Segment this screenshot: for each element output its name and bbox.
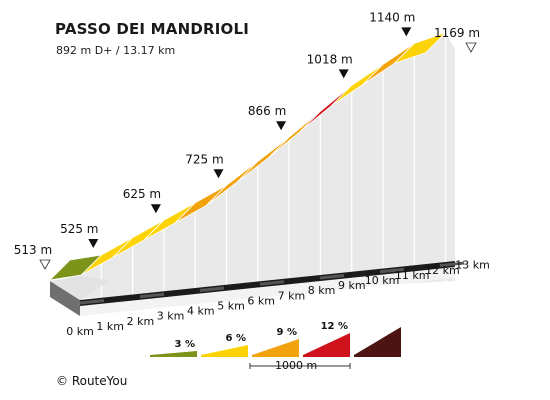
elevation-marker — [39, 259, 51, 270]
profile-rail-segment — [439, 261, 465, 268]
x-tick-label: 6 km — [247, 294, 275, 307]
profile-segment-12 — [394, 32, 446, 64]
legend-label: 12 % — [321, 321, 348, 332]
elevation-marker-label: 513 m — [14, 243, 52, 257]
profile-rail-segment — [199, 286, 225, 293]
legend-scale-label: 1000 m — [275, 359, 317, 372]
chart-title: PASSO DEI MANDRIOLI — [55, 20, 249, 38]
legend-swatch — [201, 345, 248, 357]
x-tick-label: 2 km — [127, 315, 155, 328]
profile-start-cap — [50, 281, 80, 316]
profile-rail-segment — [259, 280, 285, 286]
elevation-marker-label: 1018 m — [307, 52, 353, 66]
legend-swatch — [354, 327, 401, 357]
legend-swatch — [150, 351, 197, 357]
elevation-marker-label: 725 m — [185, 152, 223, 166]
legend-swatch — [252, 339, 299, 357]
x-tick-label: 8 km — [308, 284, 336, 297]
x-tick-label: 11 km — [395, 269, 430, 282]
routeyou-credit: © RouteYou — [56, 374, 128, 388]
elevation-marker-label: 1140 m — [369, 10, 415, 24]
x-tick-label: 1 km — [96, 320, 124, 333]
profile-rail-segment — [79, 299, 105, 305]
elevation-marker — [465, 42, 477, 53]
elevation-marker — [276, 121, 287, 131]
legend-label: 6 % — [226, 333, 246, 344]
x-tick-label: 3 km — [157, 310, 185, 323]
x-tick-label: 10 km — [365, 274, 400, 287]
elevation-marker-label: 625 m — [123, 187, 161, 201]
elevation-marker — [150, 204, 161, 214]
x-tick-label: 5 km — [217, 300, 245, 313]
profile-rail-segment — [379, 267, 405, 274]
elevation-marker-label: 866 m — [248, 104, 286, 118]
elevation-marker-label: 525 m — [60, 222, 98, 236]
x-tick-label: 9 km — [338, 279, 366, 292]
legend-swatch — [303, 333, 350, 357]
profile-side-wall — [70, 32, 455, 300]
x-tick-label: 7 km — [278, 289, 306, 302]
legend-label: 3 % — [175, 339, 195, 350]
legend-label: 9 % — [277, 327, 297, 338]
profile-rail-segment — [319, 274, 345, 280]
x-tick-label: 4 km — [187, 305, 215, 318]
elevation-marker — [88, 239, 99, 248]
x-tick-label: 12 km — [425, 264, 460, 277]
x-tick-label: 13 km — [455, 259, 490, 272]
profile-rail-segment — [139, 292, 165, 299]
x-tick-label: 0 km — [66, 325, 94, 338]
elevation-marker — [213, 169, 224, 179]
chart-subtitle: 892 m D+ / 13.17 km — [56, 44, 176, 57]
elevation-marker-label: 1169 m — [434, 26, 480, 40]
profile-start-top — [50, 276, 110, 300]
elevation-marker — [401, 27, 412, 37]
elevation-marker — [338, 69, 349, 79]
